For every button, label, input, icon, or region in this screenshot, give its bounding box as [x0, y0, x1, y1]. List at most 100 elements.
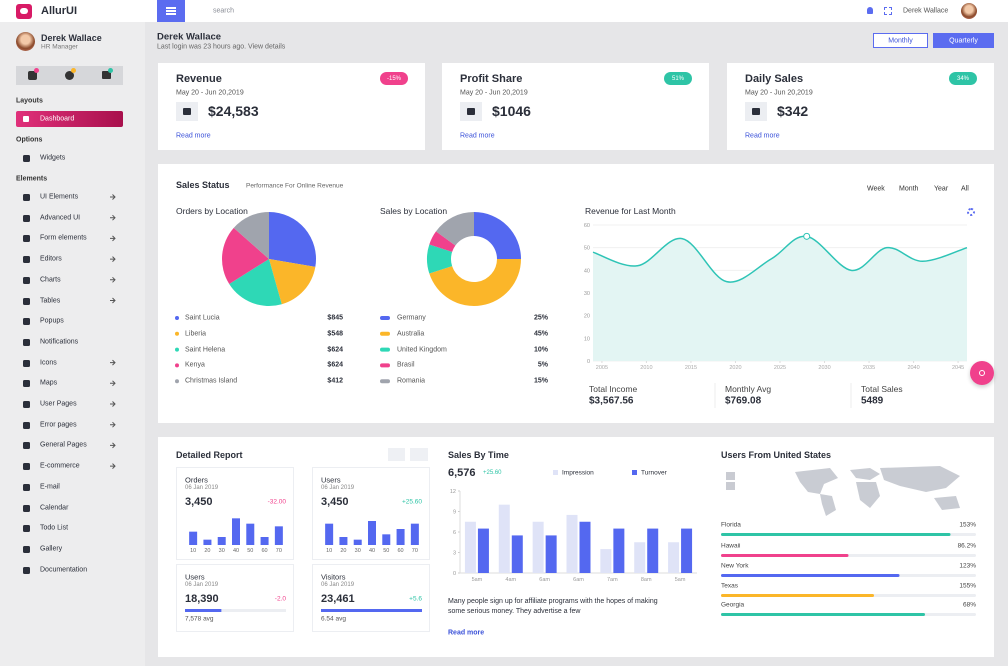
read-more[interactable]: Read more [448, 629, 485, 637]
chart-title: Revenue for Last Month [585, 206, 676, 216]
legend-swatch [175, 316, 179, 320]
tile-value: 18,390 [185, 593, 219, 605]
nav-item[interactable]: General Pages [40, 441, 87, 449]
x-tick-label: 2015 [685, 365, 697, 371]
nav-icon [23, 421, 30, 429]
read-more[interactable]: Read more [745, 132, 780, 140]
progress-bar [721, 613, 925, 616]
nav-item[interactable]: Gallery [40, 545, 63, 553]
nav-active [16, 111, 123, 127]
donut-segment [426, 244, 453, 274]
fullscreen-icon[interactable] [884, 7, 892, 15]
nav-icon [23, 194, 30, 201]
topbar [0, 0, 1008, 22]
sales-text: Many people sign up for affiliate progra… [448, 598, 658, 615]
period-label[interactable]: Quarterly [949, 37, 978, 44]
pie-slice [229, 259, 282, 306]
nav-item[interactable]: Form elements [40, 234, 87, 242]
bar [477, 528, 489, 573]
state-name: Texas [721, 582, 738, 590]
prev-button[interactable] [388, 448, 405, 461]
nav-item[interactable]: Calendar [40, 504, 69, 511]
progress-bar [721, 533, 951, 536]
y-tick-label: 6 [453, 530, 456, 536]
x-tick-label: 8am [641, 577, 652, 583]
tile-label: Orders [185, 475, 208, 485]
nav-item[interactable]: Icons [40, 359, 57, 367]
cart-icon[interactable] [102, 71, 111, 79]
nav-arrow [110, 421, 116, 428]
legend-swatch [380, 379, 390, 384]
nav-item[interactable]: Maps [40, 379, 58, 387]
nav-icon [23, 318, 30, 326]
x-tick-label: 40 [369, 548, 375, 554]
bar [634, 542, 646, 573]
nav-item[interactable]: E-mail [40, 483, 60, 491]
bell-icon[interactable] [867, 7, 873, 14]
tile-value: 23,461 [321, 593, 355, 605]
last-login[interactable]: Last login was 23 hours ago. View detail… [157, 43, 286, 51]
zoom-out[interactable] [726, 482, 735, 490]
nav-item[interactable]: Tables [40, 297, 61, 304]
nav-item[interactable]: UI Elements [40, 193, 79, 201]
bar [545, 535, 557, 573]
zoom-in[interactable] [726, 472, 735, 480]
nav-item[interactable]: E-commerce [40, 462, 80, 470]
search-input[interactable]: search [213, 7, 235, 15]
filter-tab[interactable]: Week [867, 185, 885, 193]
filter-tab[interactable]: Month [899, 185, 919, 193]
gear-icon[interactable] [967, 208, 975, 216]
state-name: Florida [721, 521, 741, 529]
state-value: 123% [959, 562, 976, 570]
next-button[interactable] [410, 448, 428, 461]
state-name: Hawaii [721, 542, 741, 550]
avatar[interactable] [961, 3, 977, 19]
read-more[interactable]: Read more [176, 132, 211, 140]
y-tick-label: 3 [453, 551, 456, 557]
nav-item[interactable]: Documentation [40, 566, 88, 574]
progress-bar [721, 594, 874, 597]
nav-icon [23, 155, 30, 162]
nav-item[interactable]: Popups [40, 317, 64, 325]
card-title: Sales By Time [448, 450, 509, 460]
x-tick-label: 70 [276, 548, 282, 554]
legend-swatch [380, 363, 390, 368]
x-tick-label: 70 [412, 548, 418, 554]
bar [498, 504, 510, 573]
nav-item[interactable]: Notifications [40, 338, 79, 346]
tile-change: +25.60 [401, 498, 422, 506]
read-more[interactable]: Read more [460, 132, 495, 140]
period-label[interactable]: Monthly [888, 37, 913, 44]
period-button[interactable] [933, 33, 994, 48]
nav-item[interactable]: Error pages [40, 421, 77, 429]
world-map [726, 466, 960, 516]
nav-icon [23, 504, 30, 512]
nav-item[interactable]: Editors [40, 255, 62, 263]
legend-value: 25% [533, 314, 548, 322]
nav-icon [23, 338, 30, 346]
x-tick-label: 4am [505, 577, 516, 583]
menu-glyph [166, 7, 176, 9]
nav-item[interactable]: Advanced UI [40, 214, 81, 222]
period-button[interactable] [873, 33, 928, 48]
stat-value: $342 [777, 103, 809, 119]
filter-tab[interactable]: All [961, 185, 969, 193]
stat-badge-label: -15% [386, 75, 402, 82]
legend-label: Christmas Island [185, 377, 238, 385]
nav-item[interactable]: User Pages [40, 400, 77, 408]
settings-icon[interactable] [65, 71, 74, 80]
chat-icon[interactable] [28, 71, 37, 80]
user-name[interactable]: Derek Wallace [903, 7, 949, 15]
nav-icon [23, 483, 30, 491]
nav-item[interactable]: Todo List [40, 524, 69, 532]
tile-footer: 7,578 avg [185, 615, 214, 623]
y-tick-label: 60 [584, 223, 590, 229]
tile-change: -2.0 [274, 595, 286, 603]
nav-item[interactable]: Widgets [40, 154, 66, 162]
menu-toggle[interactable] [157, 0, 185, 22]
tile-date: 06 Jan 2019 [185, 485, 219, 491]
nav-item[interactable]: Charts [40, 276, 61, 284]
bar [325, 523, 334, 545]
filter-tab[interactable]: Year [934, 185, 949, 193]
nav-item[interactable]: Dashboard [40, 115, 75, 123]
